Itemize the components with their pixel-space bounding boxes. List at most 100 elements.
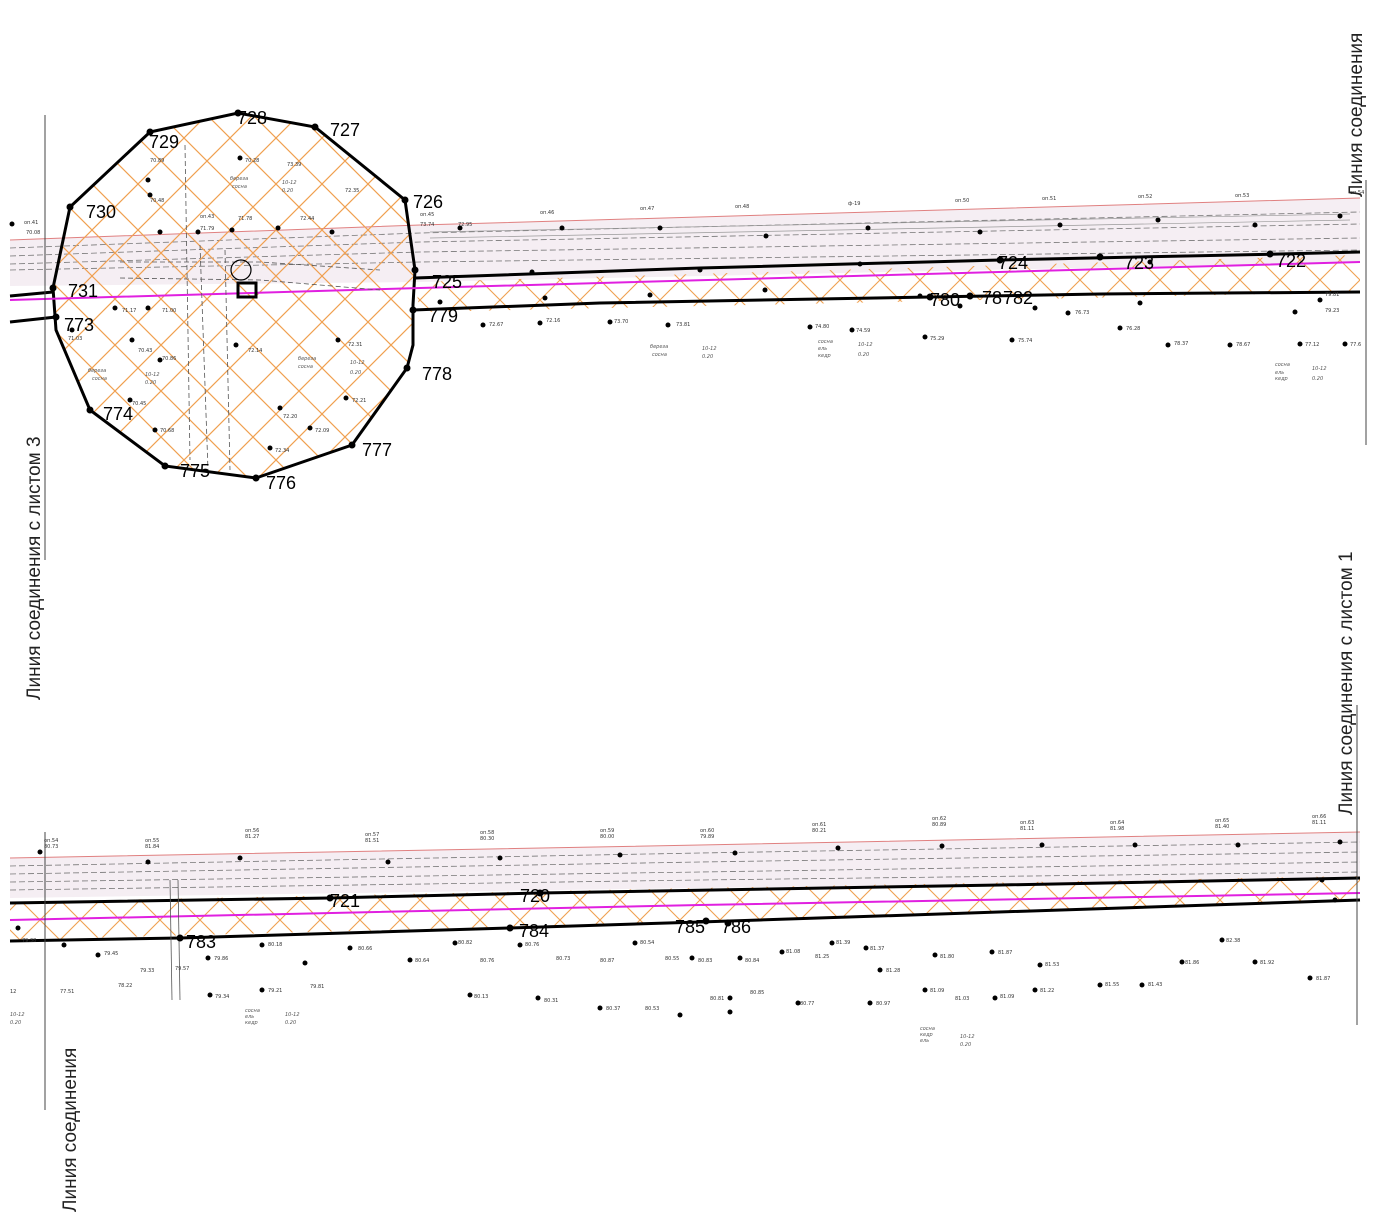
- svg-text:72.14: 72.14: [248, 348, 262, 354]
- svg-text:72.35: 72.35: [345, 188, 359, 194]
- svg-text:78.37: 78.37: [1174, 341, 1188, 347]
- svg-text:81.84: 81.84: [145, 844, 159, 850]
- svg-text:сосна: сосна: [652, 352, 667, 358]
- side-label-right-middle: Линия соединения с листом 1: [1336, 551, 1357, 815]
- svg-text:70.45: 70.45: [132, 401, 146, 407]
- svg-text:ель: ель: [920, 1038, 929, 1044]
- svg-text:80.13: 80.13: [474, 994, 488, 1000]
- svg-text:оп.50: оп.50: [955, 198, 969, 204]
- svg-text:70.43: 70.43: [138, 348, 152, 354]
- svg-text:сосна: сосна: [232, 184, 247, 190]
- svg-text:оп.45: оп.45: [420, 212, 434, 218]
- svg-text:79.23: 79.23: [1325, 308, 1339, 314]
- svg-text:оп.52: оп.52: [1138, 194, 1152, 200]
- point-label-726: 726: [413, 192, 443, 212]
- svg-text:79.89: 79.89: [700, 834, 714, 840]
- svg-text:70.48: 70.48: [150, 198, 164, 204]
- svg-text:оп.43: оп.43: [200, 214, 214, 220]
- svg-text:оп.54: оп.54: [44, 838, 58, 844]
- svg-text:79.33: 79.33: [140, 968, 154, 974]
- svg-text:77.6: 77.6: [1350, 342, 1361, 348]
- point-label-720: 720: [520, 886, 550, 906]
- svg-text:80.77: 80.77: [800, 1001, 814, 1007]
- svg-text:80.82: 80.82: [458, 940, 472, 946]
- svg-text:80.37: 80.37: [606, 1006, 620, 1012]
- svg-text:80.00: 80.00: [600, 834, 614, 840]
- svg-text:74.80: 74.80: [815, 324, 829, 330]
- svg-text:10-12: 10-12: [350, 360, 365, 366]
- svg-text:81.25: 81.25: [815, 954, 829, 960]
- point-label-780: 780: [930, 290, 960, 310]
- svg-text:77.12: 77.12: [1305, 342, 1319, 348]
- svg-text:оп.46: оп.46: [540, 210, 554, 216]
- svg-text:74.59: 74.59: [856, 328, 870, 334]
- svg-text:оп.57: оп.57: [365, 832, 379, 838]
- svg-text:81.22: 81.22: [1040, 988, 1054, 994]
- road-chevrons-upper: [429, 213, 1351, 239]
- svg-text:10-12: 10-12: [702, 346, 717, 352]
- point-label-777: 777: [362, 440, 392, 460]
- point-label-786: 786: [721, 917, 751, 937]
- vertex-dots-lower: [176, 889, 732, 942]
- point-label-731: 731: [68, 281, 98, 301]
- svg-text:оп.56: оп.56: [245, 828, 259, 834]
- svg-text:81.27: 81.27: [245, 834, 259, 840]
- svg-text:оп.59: оп.59: [600, 828, 614, 834]
- point-label-775: 775: [180, 461, 210, 481]
- point-label-773: 773: [64, 315, 94, 335]
- svg-text:81.28: 81.28: [886, 968, 900, 974]
- point-label-783: 783: [186, 932, 216, 952]
- point-label-721: 721: [330, 891, 360, 911]
- svg-text:оп.54: оп.54: [1350, 190, 1364, 196]
- svg-text:72.34: 72.34: [275, 448, 289, 454]
- hatched-strip-lower: [10, 876, 1360, 940]
- tree-notes-upper: береза сосна 10-12 0.20 береза сосна 10-12 0…: [88, 176, 1327, 386]
- svg-text:оп.47: оп.47: [640, 206, 654, 212]
- svg-text:79.81: 79.81: [1325, 292, 1339, 298]
- point-label-723: 723: [1124, 253, 1154, 273]
- upper-sheet: 70.89 70.28 73.39 70.48 71.78 72.44 72.35 71…: [9, 108, 1367, 560]
- svg-text:71.00: 71.00: [162, 308, 176, 314]
- point-label-730: 730: [86, 202, 116, 222]
- boundary-west-stub: [9, 315, 57, 324]
- svg-text:81.43: 81.43: [1148, 982, 1162, 988]
- svg-text:79.34: 79.34: [215, 994, 229, 1000]
- vertex-dots-upper: [49, 109, 1274, 482]
- boundary-west-stub-2: [9, 290, 54, 298]
- svg-text:72.44: 72.44: [300, 216, 314, 222]
- svg-text:81.87: 81.87: [1316, 976, 1330, 982]
- svg-text:80.21: 80.21: [812, 828, 826, 834]
- svg-text:72.31: 72.31: [348, 342, 362, 348]
- site-boundary-fill: [53, 113, 415, 478]
- svg-text:79.81: 79.81: [310, 984, 324, 990]
- svg-text:80.89: 80.89: [932, 822, 946, 828]
- svg-text:ель: ель: [245, 1014, 254, 1020]
- svg-text:79.57: 79.57: [175, 966, 189, 972]
- svg-text:80.64: 80.64: [415, 958, 429, 964]
- svg-text:оп.61: оп.61: [812, 822, 826, 828]
- svg-text:0.20: 0.20: [702, 354, 713, 360]
- point-label-729: 729: [149, 132, 179, 152]
- svg-text:81.92: 81.92: [1260, 960, 1274, 966]
- svg-text:0.20: 0.20: [960, 1042, 971, 1048]
- road-edge-red-lower: [9, 831, 1361, 859]
- svg-text:0.20: 0.20: [285, 1020, 296, 1026]
- svg-text:70.86: 70.86: [162, 356, 176, 362]
- svg-text:80.84: 80.84: [745, 958, 759, 964]
- svg-text:73.39: 73.39: [287, 162, 301, 168]
- svg-text:79.45: 79.45: [104, 951, 118, 957]
- svg-text:81.39: 81.39: [836, 940, 850, 946]
- svg-text:72.95: 72.95: [458, 222, 472, 228]
- point-label-781: 78: [982, 288, 1002, 308]
- structure-symbol: [236, 281, 258, 299]
- svg-text:71.03: 71.03: [68, 336, 82, 342]
- svg-text:78.67: 78.67: [1236, 342, 1250, 348]
- svg-text:оп.41: оп.41: [24, 220, 38, 226]
- point-label-724: 724: [998, 253, 1028, 273]
- svg-text:оп.58: оп.58: [480, 830, 494, 836]
- svg-text:76.28: 76.28: [1126, 326, 1140, 332]
- svg-text:береза: береза: [230, 176, 248, 182]
